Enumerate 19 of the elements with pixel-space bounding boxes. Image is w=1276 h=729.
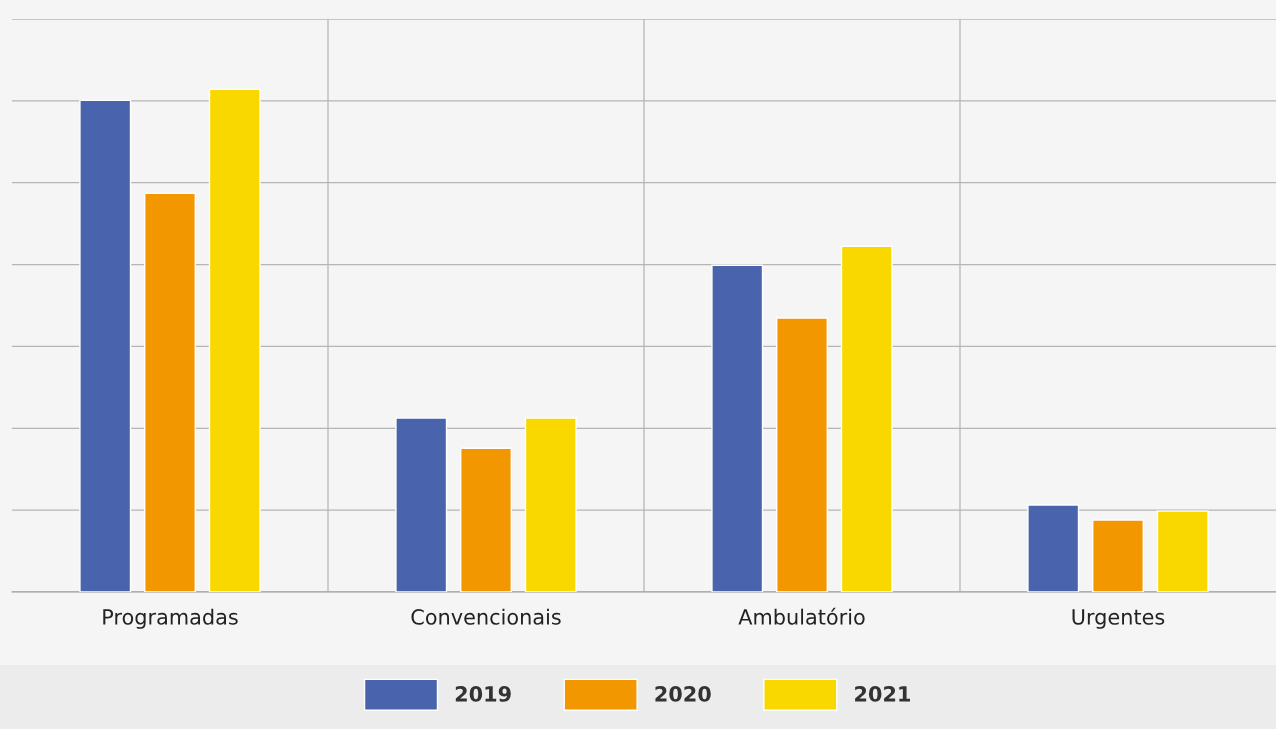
x-tick-label: Convencionais (411, 608, 561, 625)
x-tick-label: Ambulatório (738, 607, 865, 625)
bar (1027, 504, 1080, 592)
x-tick-label: Programadas (103, 608, 238, 629)
x-tick-label: Urgentes (1072, 609, 1165, 629)
bar (1156, 510, 1209, 592)
legend-label: 2019 (455, 686, 511, 702)
bar (711, 264, 764, 592)
bar (1092, 519, 1144, 592)
bar (460, 447, 512, 592)
legend-label: 2020 (655, 686, 711, 702)
bar (524, 417, 577, 592)
bar (79, 99, 132, 592)
bar (144, 192, 196, 592)
bar (208, 88, 261, 592)
bar (395, 417, 448, 592)
bar (776, 317, 828, 592)
bar (840, 245, 893, 592)
legend-label: 2021 (855, 686, 910, 702)
